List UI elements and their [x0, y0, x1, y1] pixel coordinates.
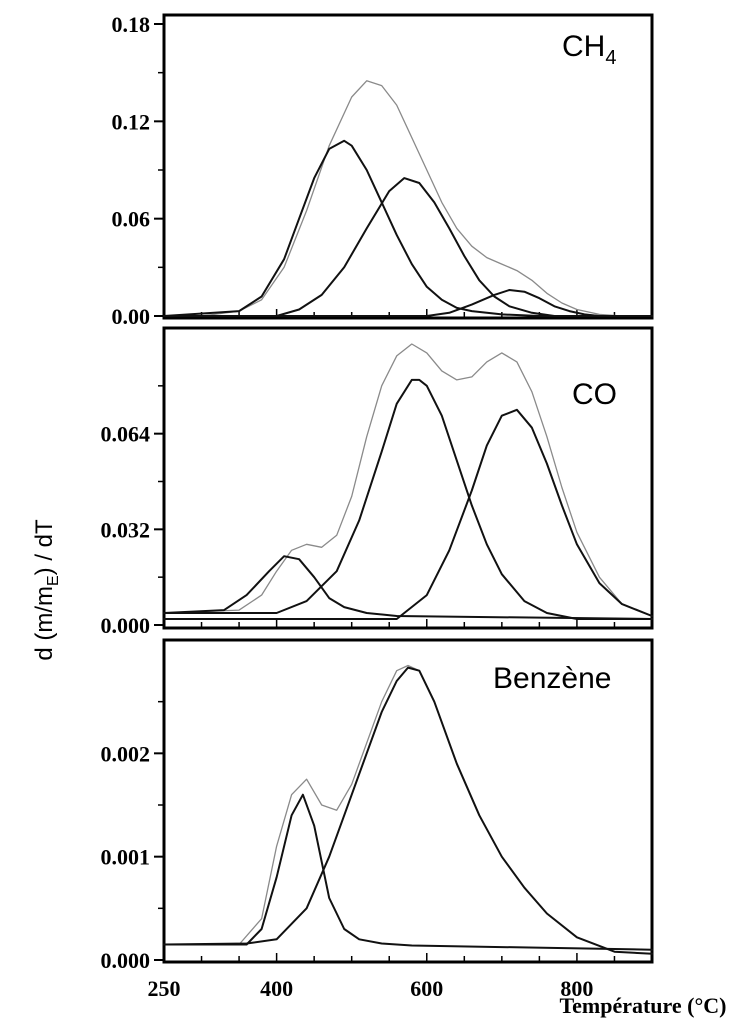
series-line-component-1: [163, 793, 653, 951]
panel-frame: [162, 13, 654, 320]
y-tick-label: 0.001: [101, 845, 151, 870]
series-line-component-1: [163, 139, 653, 317]
series-line-component-3: [163, 408, 653, 620]
y-tick-label: 0.000: [101, 948, 151, 973]
series-line-component-2: [163, 177, 653, 317]
panel-label: Benzène: [493, 662, 611, 695]
series-line-total: [163, 664, 653, 955]
y-tick-label: 0.032: [101, 517, 151, 542]
y-tick-label: 0.00: [112, 304, 151, 329]
y-tick-label: 0.12: [112, 109, 151, 134]
panel-1: 0.18 0.12 0.06 0.00 CH4: [112, 12, 654, 329]
y-tick-label: 0.002: [101, 741, 151, 766]
x-tick-label: 400: [260, 976, 293, 1001]
y-axis-label: d (m/mE) / dT: [31, 519, 62, 661]
series-line-component-1: [163, 555, 653, 620]
chart-panels: 0.18 0.12 0.06 0.00 CH4 0.064 0.032 0.000 CO 0.00…: [101, 12, 654, 1001]
panel-frame: [162, 326, 654, 630]
y-tick-label: 0.06: [112, 207, 151, 232]
panel-3: 0.002 0.001 0.000 Benzène 250 400 600 800: [101, 638, 654, 1001]
x-axis-label: Température (°C): [559, 993, 726, 1018]
panel-frame: [162, 638, 654, 964]
panel-label: CH4: [562, 30, 616, 69]
y-tick-label: 0.064: [101, 422, 151, 447]
x-tick-label: 250: [148, 976, 181, 1001]
panel-2: 0.064 0.032 0.000 CO: [101, 326, 654, 638]
y-tick-label: 0.18: [112, 12, 151, 37]
series-line-total: [163, 80, 653, 317]
x-tick-label: 800: [560, 976, 593, 1001]
series-line-component-2: [163, 378, 653, 620]
series-line-total: [163, 343, 653, 617]
y-tick-label: 0.000: [101, 613, 151, 638]
panel-label: CO: [572, 378, 617, 411]
series-line-component-3: [163, 289, 653, 317]
x-tick-label: 600: [410, 976, 443, 1001]
series-line-component-2: [163, 666, 653, 955]
